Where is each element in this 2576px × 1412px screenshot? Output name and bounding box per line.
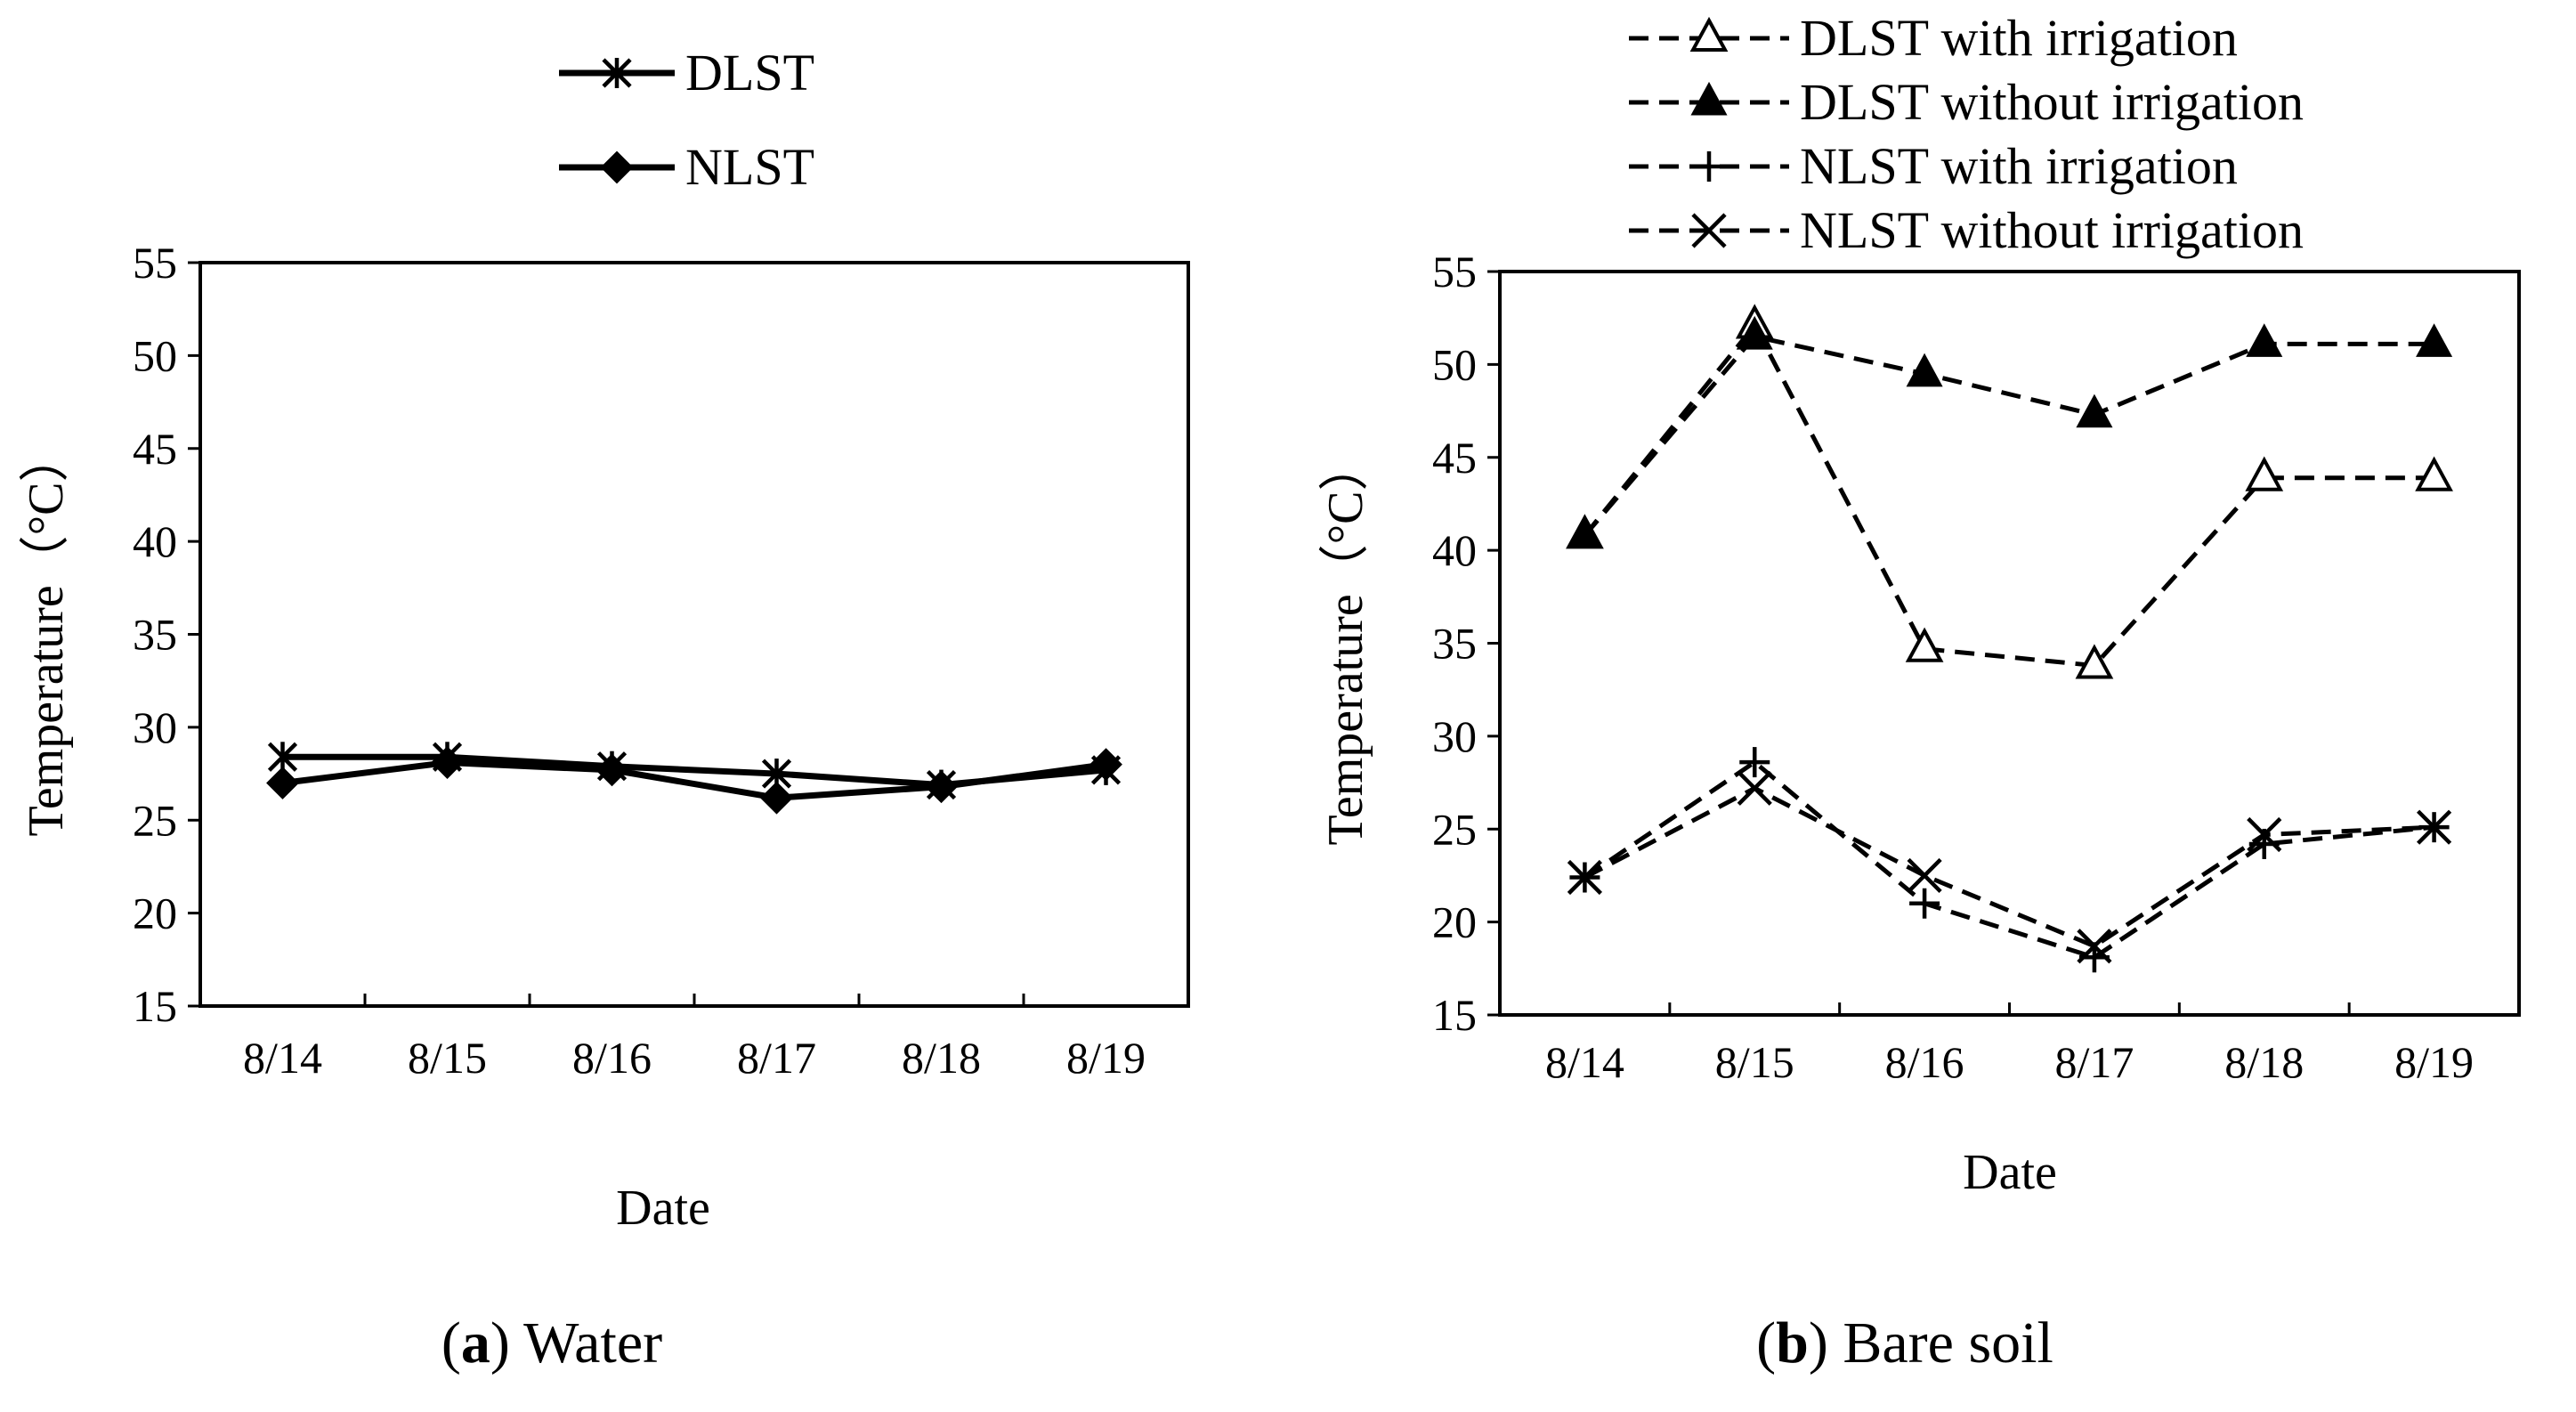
legend-marker bbox=[600, 150, 634, 184]
data-point bbox=[431, 746, 464, 779]
data-point bbox=[1906, 353, 1943, 387]
x-tick-label: 8/18 bbox=[902, 1033, 981, 1083]
x-tick-label: 8/18 bbox=[2224, 1037, 2304, 1087]
series-line bbox=[1583, 323, 2434, 669]
series-line bbox=[282, 759, 1106, 801]
legend-item: DLST with irrigation bbox=[1629, 9, 2238, 67]
legend-marker bbox=[1694, 151, 1724, 182]
legend-label: NLST with irrigation bbox=[1800, 137, 2238, 195]
series-line bbox=[1583, 334, 2434, 538]
data-point bbox=[2415, 456, 2453, 491]
data-point bbox=[2416, 809, 2452, 845]
y-tick-label: 15 bbox=[1432, 990, 1477, 1040]
data-point bbox=[595, 753, 628, 787]
y-tick-label: 20 bbox=[133, 889, 177, 938]
y-tick-label: 55 bbox=[133, 238, 177, 288]
data-point bbox=[2076, 394, 2113, 428]
x-tick-label: 8/16 bbox=[1885, 1037, 1964, 1087]
legend-marker bbox=[602, 58, 632, 88]
plot-area bbox=[198, 261, 1190, 1008]
data-point bbox=[1737, 770, 1772, 806]
y-tick-label: 45 bbox=[133, 424, 177, 474]
data-point bbox=[2077, 929, 2112, 964]
data-point bbox=[1090, 748, 1122, 782]
series-line bbox=[1584, 785, 2434, 949]
x-tick-label: 8/15 bbox=[408, 1033, 487, 1083]
y-axis-label: Temperature（°C） bbox=[1318, 442, 1373, 846]
x-tick-label: 8/16 bbox=[572, 1033, 652, 1083]
data-point bbox=[760, 781, 793, 815]
panel-caption: (a) Water bbox=[441, 1311, 662, 1375]
data-point bbox=[1905, 627, 1944, 662]
series-dlst-without-irrigation bbox=[1566, 315, 2453, 548]
x-tick-label: 8/19 bbox=[1066, 1033, 1146, 1083]
legend-marker bbox=[1689, 16, 1729, 52]
data-point bbox=[2416, 323, 2453, 357]
legend-marker bbox=[1690, 81, 1728, 116]
x-axis-label: Date bbox=[1963, 1145, 2057, 1200]
panel-b-bare-soil-chart: 15 20 25 30 35 40 45 50 55 8/14 8/15 8/16 8/17 8/18 8/… bbox=[1318, 9, 2521, 1375]
data-point bbox=[266, 767, 299, 799]
legend-item: NLST with irrigation bbox=[1629, 137, 2238, 195]
series-line bbox=[1584, 759, 2434, 960]
legend-item: DLST bbox=[559, 44, 814, 101]
data-point bbox=[925, 770, 958, 804]
x-axis-label: Date bbox=[616, 1181, 710, 1236]
y-tick-label: 50 bbox=[1432, 339, 1477, 389]
data-point bbox=[1907, 857, 1942, 894]
legend-label: NLST without irrigation bbox=[1800, 201, 2304, 259]
y-tick-label: 30 bbox=[1432, 711, 1477, 761]
y-tick-label: 30 bbox=[133, 702, 177, 752]
data-point bbox=[1566, 515, 1603, 548]
data-point bbox=[1567, 859, 1603, 896]
legend-label: DLST without irrigation bbox=[1800, 73, 2304, 131]
y-tick-label: 40 bbox=[1432, 525, 1477, 575]
data-point bbox=[2246, 323, 2283, 357]
y-tick-label: 50 bbox=[133, 330, 177, 380]
x-tick-label: 8/17 bbox=[2054, 1037, 2134, 1087]
data-point bbox=[2247, 816, 2282, 853]
y-tick-label: 55 bbox=[1432, 247, 1477, 296]
data-point bbox=[1736, 315, 1773, 350]
x-tick-label: 8/14 bbox=[243, 1033, 322, 1083]
x-tick-label: 8/15 bbox=[1715, 1037, 1794, 1087]
legend-label: DLST with irrigation bbox=[1800, 9, 2238, 67]
data-point bbox=[1909, 888, 1940, 919]
plot-area bbox=[1498, 270, 2521, 1017]
y-tick-label: 25 bbox=[1432, 804, 1477, 854]
legend: DLST with irrigation DLST without irrigat… bbox=[1629, 9, 2304, 259]
y-tick-label: 35 bbox=[1432, 619, 1477, 669]
x-tick-label: 8/17 bbox=[737, 1033, 816, 1083]
legend: DLST NLST bbox=[559, 44, 814, 196]
legend-marker bbox=[1691, 213, 1727, 248]
x-tick-label: 8/14 bbox=[1545, 1037, 1624, 1087]
data-point bbox=[1739, 747, 1770, 778]
panel-a-water-chart: 15 20 25 30 35 40 45 50 55 8/14 8/15 8/16 8/17 8/18 8/… bbox=[19, 44, 1190, 1375]
legend-label: DLST bbox=[685, 44, 814, 101]
series-nlst-without-irrigation bbox=[1567, 770, 2452, 964]
panel-caption: (b) Bare soil bbox=[1756, 1311, 2054, 1375]
legend-label: NLST bbox=[685, 138, 814, 196]
y-tick-label: 15 bbox=[133, 981, 177, 1031]
y-tick-label: 40 bbox=[133, 516, 177, 566]
series-nlst bbox=[266, 746, 1122, 815]
legend-item: DLST without irrigation bbox=[1629, 73, 2304, 131]
data-point bbox=[2245, 456, 2284, 491]
series-dlst-with-irrigation bbox=[1566, 304, 2453, 679]
y-tick-label: 45 bbox=[1432, 433, 1477, 483]
y-tick-label: 25 bbox=[133, 795, 177, 845]
data-point bbox=[2075, 644, 2114, 679]
y-axis-label: Temperature（°C） bbox=[19, 433, 74, 837]
y-tick-label: 20 bbox=[1432, 897, 1477, 947]
x-tick-label: 8/19 bbox=[2394, 1037, 2474, 1087]
legend-item: NLST without irrigation bbox=[1629, 201, 2304, 259]
series-nlst-with-irrigation bbox=[1569, 747, 2450, 973]
legend-item: NLST bbox=[559, 138, 814, 196]
y-tick-label: 35 bbox=[133, 610, 177, 660]
